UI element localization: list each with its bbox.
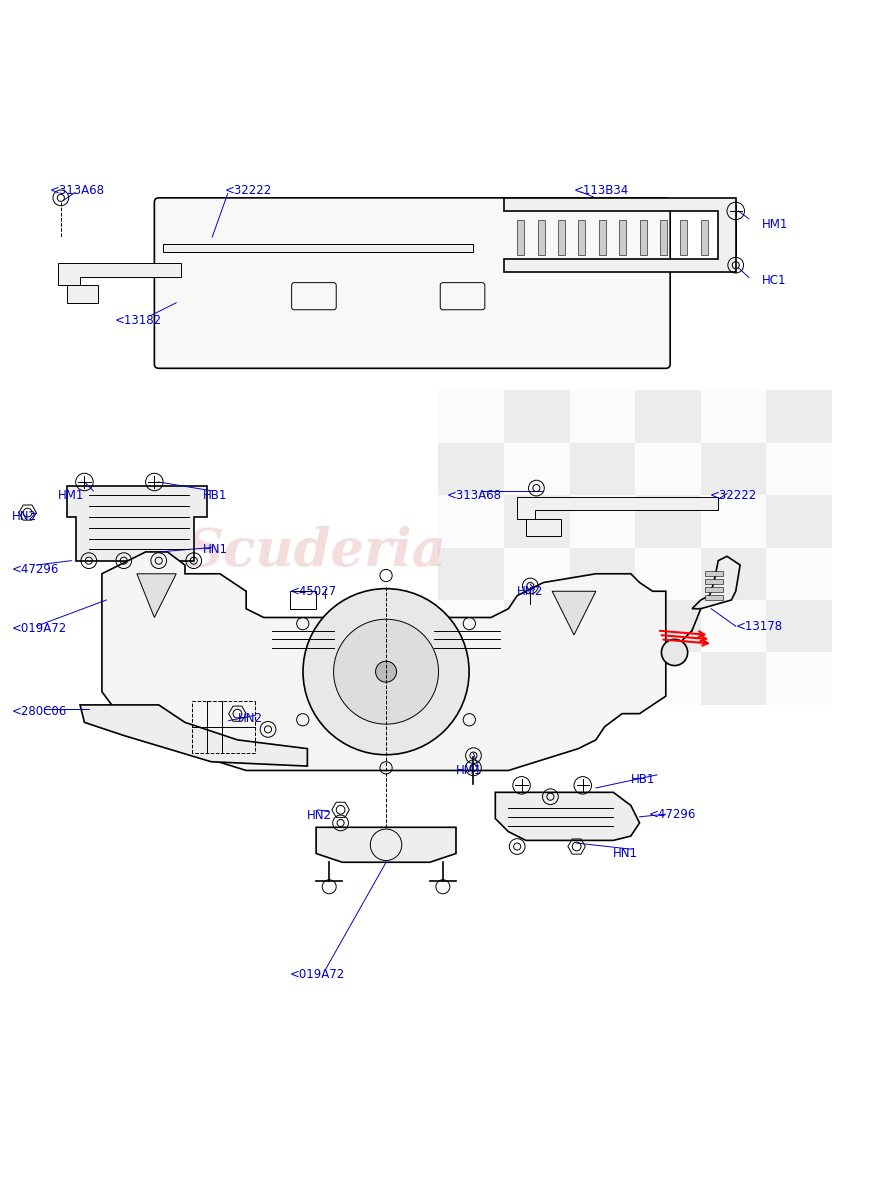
Bar <box>766 390 832 443</box>
Bar <box>635 496 701 547</box>
Text: HM1: HM1 <box>456 764 482 776</box>
Bar <box>635 547 701 600</box>
Polygon shape <box>102 552 666 770</box>
Text: <13182: <13182 <box>115 313 162 326</box>
Bar <box>538 220 545 254</box>
Bar <box>504 547 570 600</box>
Bar <box>635 390 701 443</box>
Bar <box>701 443 766 496</box>
Bar <box>504 653 570 704</box>
Text: <280C06: <280C06 <box>12 706 68 719</box>
Bar <box>438 547 504 600</box>
Circle shape <box>333 619 438 724</box>
Bar <box>705 587 723 592</box>
Bar <box>504 496 570 547</box>
Bar <box>438 443 504 496</box>
Bar <box>701 220 708 254</box>
Polygon shape <box>526 518 561 536</box>
Circle shape <box>661 640 688 666</box>
Text: HN2: HN2 <box>307 810 332 822</box>
Text: ©: © <box>211 590 228 608</box>
Text: <019A72: <019A72 <box>290 967 346 980</box>
Bar <box>438 496 504 547</box>
Bar <box>705 595 723 600</box>
Circle shape <box>303 589 469 755</box>
Text: <47296: <47296 <box>648 808 695 821</box>
Text: <313A68: <313A68 <box>447 488 503 502</box>
Text: HN1: HN1 <box>613 847 638 860</box>
Polygon shape <box>67 286 97 302</box>
Text: HB1: HB1 <box>631 773 655 786</box>
Bar <box>701 600 766 653</box>
Polygon shape <box>504 198 736 272</box>
Text: Scuderia: Scuderia <box>186 527 446 577</box>
Bar <box>558 220 565 254</box>
Text: <32222: <32222 <box>225 185 272 197</box>
Bar <box>517 220 524 254</box>
Text: HB1: HB1 <box>203 488 227 502</box>
Bar <box>635 443 701 496</box>
Bar <box>438 653 504 704</box>
Bar <box>705 571 723 576</box>
Bar <box>635 600 701 653</box>
Bar <box>701 653 766 704</box>
Bar <box>578 220 585 254</box>
Bar <box>570 390 635 443</box>
Bar <box>701 390 766 443</box>
Circle shape <box>375 661 396 682</box>
Bar <box>570 443 635 496</box>
Text: HN1: HN1 <box>203 542 227 556</box>
Bar <box>570 600 635 653</box>
Text: HC1: HC1 <box>762 275 787 288</box>
Polygon shape <box>80 704 307 766</box>
Bar <box>619 220 626 254</box>
Text: HM1: HM1 <box>58 488 84 502</box>
Bar <box>438 600 504 653</box>
Bar <box>701 496 766 547</box>
Text: <113B34: <113B34 <box>574 185 630 197</box>
Polygon shape <box>692 557 740 608</box>
Bar <box>766 653 832 704</box>
Text: HN2: HN2 <box>238 712 262 725</box>
Polygon shape <box>553 592 595 635</box>
Text: HN2: HN2 <box>12 510 37 523</box>
Text: HM2: HM2 <box>517 584 544 598</box>
Polygon shape <box>67 486 207 560</box>
Polygon shape <box>163 244 474 252</box>
Bar <box>504 600 570 653</box>
FancyBboxPatch shape <box>154 198 670 368</box>
Text: <019A72: <019A72 <box>12 623 68 635</box>
Text: <313A68: <313A68 <box>49 185 104 197</box>
Bar <box>570 653 635 704</box>
Bar <box>701 547 766 600</box>
Bar <box>570 496 635 547</box>
Bar <box>766 600 832 653</box>
Bar <box>438 390 504 443</box>
Text: <32222: <32222 <box>709 488 757 502</box>
Bar <box>766 547 832 600</box>
Bar <box>504 443 570 496</box>
Bar <box>635 653 701 704</box>
Bar <box>639 220 646 254</box>
Bar <box>705 580 723 584</box>
Bar <box>599 220 606 254</box>
Polygon shape <box>496 792 639 840</box>
Bar <box>681 220 688 254</box>
Text: <47296: <47296 <box>12 563 60 576</box>
Text: <45027: <45027 <box>290 584 337 598</box>
Polygon shape <box>137 574 176 618</box>
Bar <box>570 547 635 600</box>
Polygon shape <box>316 827 456 863</box>
Polygon shape <box>58 264 181 286</box>
Bar <box>504 390 570 443</box>
Polygon shape <box>517 497 718 518</box>
Bar <box>766 496 832 547</box>
Text: <13178: <13178 <box>736 619 783 632</box>
Bar <box>766 443 832 496</box>
Bar <box>660 220 667 254</box>
Text: HM1: HM1 <box>762 217 788 230</box>
